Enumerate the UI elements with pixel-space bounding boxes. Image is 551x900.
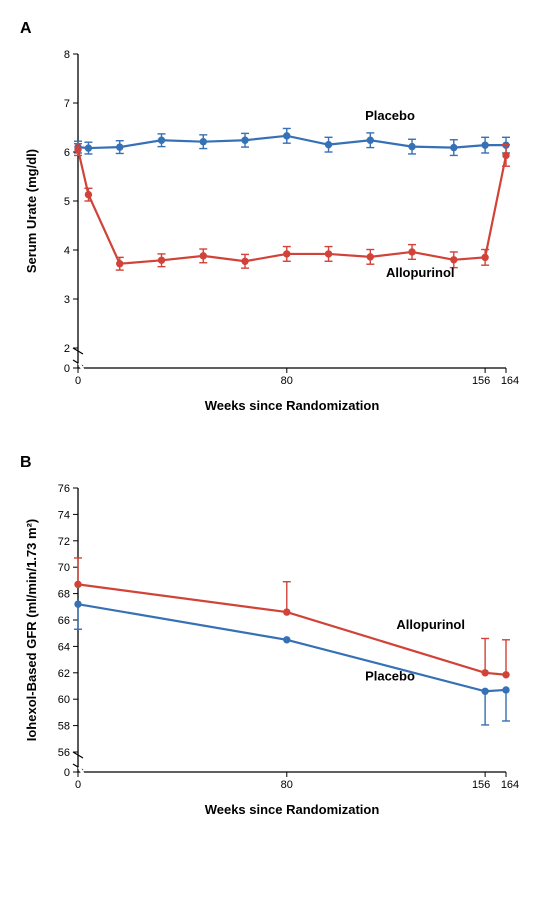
svg-text:Weeks since Randomization: Weeks since Randomization	[205, 802, 380, 817]
svg-text:74: 74	[58, 509, 70, 521]
svg-text:Weeks since Randomization: Weeks since Randomization	[205, 398, 380, 413]
svg-text:64: 64	[58, 641, 70, 653]
svg-text:2: 2	[64, 343, 70, 355]
svg-text:5: 5	[64, 196, 70, 208]
svg-text:Placebo: Placebo	[365, 108, 415, 123]
svg-text:156: 156	[472, 375, 490, 387]
svg-text:80: 80	[281, 375, 293, 387]
svg-text:68: 68	[58, 589, 70, 601]
panel-b: B 0 56 58 60 62 64 66 68 70 72 74 76 0 80 156 164 Weeks …	[20, 454, 531, 828]
svg-text:62: 62	[58, 668, 70, 680]
svg-text:56: 56	[58, 747, 70, 759]
svg-text:164: 164	[501, 375, 519, 387]
svg-text:58: 58	[58, 721, 70, 733]
svg-text:0: 0	[64, 363, 70, 375]
svg-text:156: 156	[472, 779, 490, 791]
svg-text:4: 4	[64, 245, 70, 257]
svg-text:Allopurinol: Allopurinol	[386, 265, 455, 280]
svg-text:60: 60	[58, 694, 70, 706]
svg-text:0: 0	[75, 779, 81, 791]
svg-text:Allopurinol: Allopurinol	[396, 617, 465, 632]
svg-text:7: 7	[64, 98, 70, 110]
svg-text:72: 72	[58, 536, 70, 548]
svg-text:70: 70	[58, 562, 70, 574]
panel-a: A 02345678080156164Weeks since Randomiza…	[20, 20, 531, 424]
svg-text:8: 8	[64, 49, 70, 61]
svg-text:Iohexol-Based GFR (ml/min/1.73: Iohexol-Based GFR (ml/min/1.73 m²)	[24, 519, 39, 742]
svg-text:0: 0	[75, 375, 81, 387]
chart-a-svg: 02345678080156164Weeks since Randomizati…	[20, 44, 520, 424]
svg-text:66: 66	[58, 615, 70, 627]
svg-text:76: 76	[58, 483, 70, 495]
svg-text:Placebo: Placebo	[365, 669, 415, 684]
svg-text:Serum Urate (mg/dl): Serum Urate (mg/dl)	[24, 149, 39, 273]
panel-b-label: B	[20, 454, 531, 472]
panel-a-label: A	[20, 20, 531, 38]
svg-text:3: 3	[64, 294, 70, 306]
svg-text:164: 164	[501, 779, 519, 791]
svg-text:0: 0	[64, 767, 70, 779]
svg-text:80: 80	[281, 779, 293, 791]
chart-b-svg: 0 56 58 60 62 64 66 68 70 72 74 76 0 80 156 164 Weeks si…	[20, 478, 520, 828]
svg-text:6: 6	[64, 147, 70, 159]
